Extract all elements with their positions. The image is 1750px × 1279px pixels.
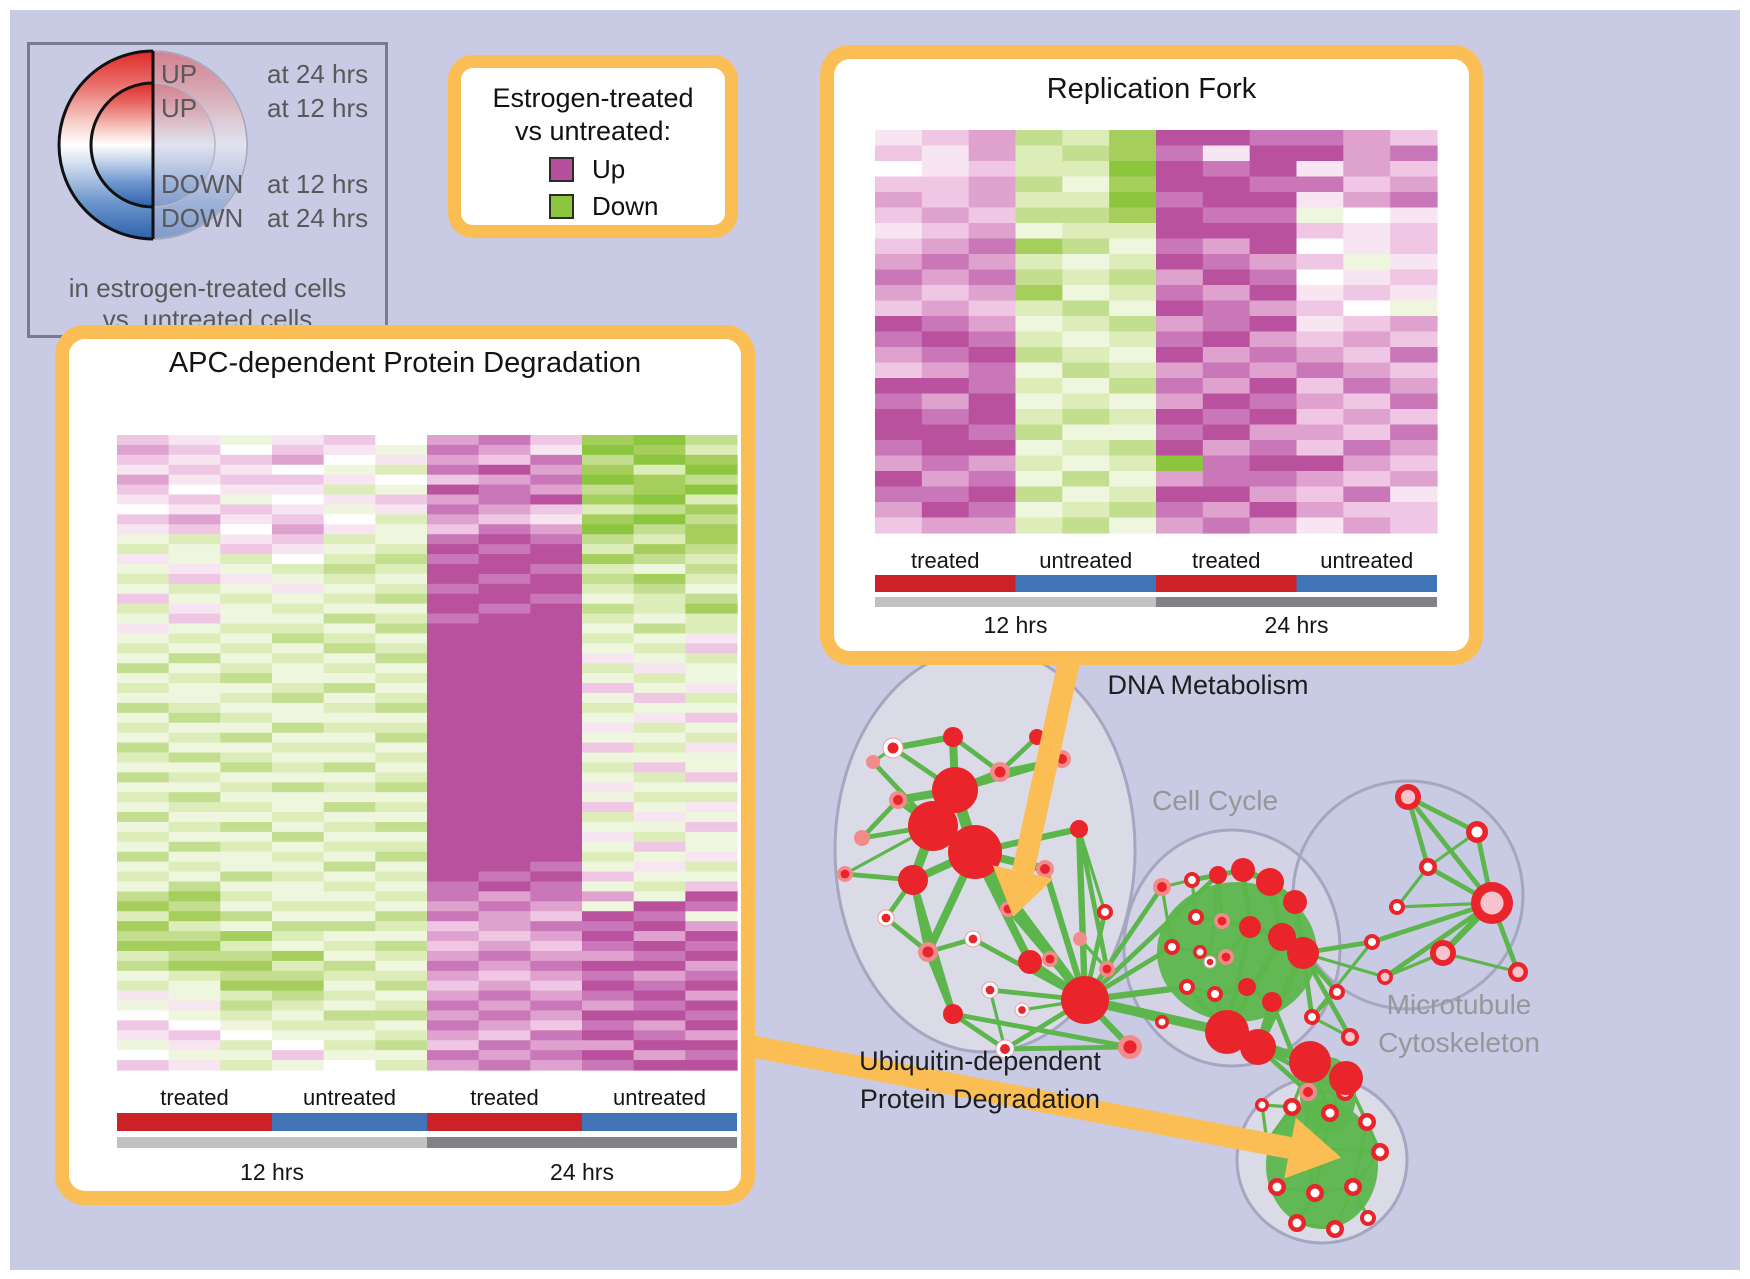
ring-time-12-bot: at 12 hrs	[267, 169, 369, 199]
gene-node	[1061, 976, 1109, 1024]
gene-node	[1287, 937, 1319, 969]
svg-text:treated: treated	[911, 548, 980, 573]
svg-text:12 hrs: 12 hrs	[240, 1159, 304, 1185]
gene-node	[1268, 923, 1296, 951]
cluster-label-ubiquitin-line1: Ubiquitin-dependent	[859, 1046, 1101, 1076]
updown-legend: Estrogen-treated vs untreated: Up Down	[461, 68, 725, 225]
ring-caption-line2: vs. untreated cells	[102, 304, 313, 334]
gene-node	[948, 825, 1002, 879]
ring-dir-up-12: UP	[161, 93, 198, 123]
arrowhead-apc-to-ubiquitin	[1284, 1117, 1342, 1179]
gene-node	[1238, 978, 1256, 996]
svg-text:24 hrs: 24 hrs	[1265, 612, 1329, 638]
gene-node	[1209, 866, 1227, 884]
gene-node	[898, 865, 928, 895]
ring-caption-line1: in estrogen-treated cells	[68, 273, 347, 303]
gene-node	[854, 830, 870, 846]
svg-text:24 hrs: 24 hrs	[550, 1159, 614, 1185]
down-label: Down	[592, 191, 659, 221]
gene-node	[943, 1004, 963, 1024]
cluster-label-microtubule-line1: Microtubule	[1387, 989, 1532, 1020]
up-label: Up	[592, 154, 626, 184]
gene-node	[1070, 820, 1088, 838]
ring-time-12-top: at 12 hrs	[267, 93, 369, 123]
legend-item-down: Down	[549, 191, 725, 222]
ring-dir-up-24: UP	[161, 59, 198, 89]
svg-text:treated: treated	[1192, 548, 1261, 573]
cluster-label-dna-metabolism: DNA Metabolism	[1107, 670, 1308, 700]
ring-time-24-bot: at 24 hrs	[267, 203, 369, 233]
gene-node	[1262, 992, 1282, 1012]
gene-node	[1283, 890, 1307, 914]
replication-fork-panel: Replication Fork treated untreated treated…	[834, 59, 1469, 651]
gene-node	[866, 755, 880, 769]
updown-title-line1: Estrogen-treated	[492, 83, 694, 113]
gene-node	[1240, 1029, 1276, 1065]
gene-node	[1018, 950, 1042, 974]
apc-heatmap: treated untreated treated untreated 12 hrs 24…	[117, 435, 738, 1185]
down-color-swatch	[549, 194, 574, 219]
svg-text:untreated: untreated	[1320, 548, 1413, 573]
ring-legend: UP at 24 hrs UP at 12 hrs DOWN at 12 hrs…	[27, 42, 388, 338]
gene-node	[1205, 1010, 1249, 1054]
legend-item-up: Up	[549, 154, 725, 185]
cluster-label-microtubule-line2: Cytoskeleton	[1378, 1027, 1540, 1058]
gene-node	[1073, 932, 1087, 946]
gene-node	[1231, 858, 1255, 882]
up-color-swatch	[549, 157, 574, 182]
svg-text:untreated: untreated	[1039, 548, 1132, 573]
cluster-label-ubiquitin-line2: Protein Degradation	[860, 1084, 1100, 1114]
gene-node	[1239, 916, 1261, 938]
ring-time-24-top: at 24 hrs	[267, 59, 369, 89]
updown-title-line2: vs untreated:	[514, 116, 672, 146]
gene-node	[932, 767, 978, 813]
ring-dir-down-24: DOWN	[161, 203, 244, 233]
gene-node	[1256, 868, 1284, 896]
gene-node	[1329, 1061, 1363, 1095]
apc-panel: APC-dependent Protein Degradation treate…	[69, 339, 741, 1191]
gene-node	[1289, 1041, 1331, 1083]
faded-right-half	[153, 51, 247, 239]
gene-node	[943, 727, 963, 747]
svg-text:untreated: untreated	[613, 1085, 706, 1110]
arrow-replication-fork-to-dna	[1012, 645, 1083, 875]
replication-fork-title: Replication Fork	[1046, 73, 1257, 105]
arrowhead-replication-fork-to-dna	[992, 865, 1054, 917]
gene-node	[908, 801, 958, 851]
cluster-label-cell-cycle: Cell Cycle	[1152, 785, 1278, 816]
apc-title: APC-dependent Protein Degradation	[168, 347, 642, 379]
ring-dir-down-12: DOWN	[161, 169, 244, 199]
arrow-apc-to-ubiquitin	[747, 1035, 1293, 1159]
svg-text:treated: treated	[160, 1085, 229, 1110]
ring-legend-diagram	[57, 49, 248, 241]
svg-text:12 hrs: 12 hrs	[984, 612, 1048, 638]
svg-text:treated: treated	[470, 1085, 539, 1110]
replication-fork-heatmap: treated untreated treated untreated 12 hrs 24…	[875, 130, 1438, 638]
svg-text:untreated: untreated	[303, 1085, 396, 1110]
